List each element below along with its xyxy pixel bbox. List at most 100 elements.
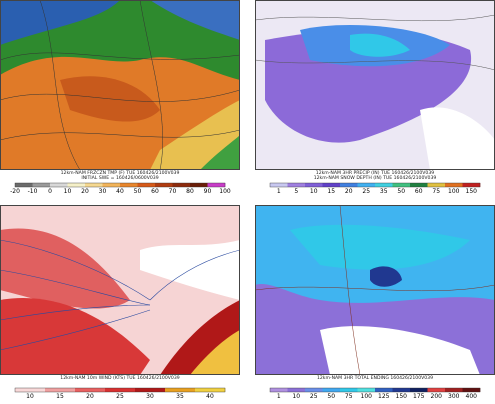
colorbar-label: 20 — [345, 188, 353, 195]
colorbar-label: 70 — [169, 188, 177, 195]
colorbar-label: 30 — [146, 393, 154, 400]
colorbar-swatch — [135, 388, 166, 392]
colorbar-swatch — [207, 183, 226, 187]
colorbar-label: 100 — [361, 393, 373, 400]
colorbar-label: 25 — [310, 393, 318, 400]
colorbar-swatch — [305, 183, 323, 187]
colorbar-label: 100 — [219, 188, 231, 195]
colorbar-swatch — [75, 388, 106, 392]
colorbar-swatch — [270, 388, 288, 392]
colorbar-label: 125 — [378, 393, 390, 400]
colorbar-swatch — [427, 183, 446, 187]
colorbar-label: 40 — [206, 393, 214, 400]
caption: 12km-NAM FRZCZN TMP (F) TUE 160426/2100V… — [61, 170, 180, 176]
colorbar-swatch — [45, 388, 76, 392]
colorbar-swatch — [105, 388, 136, 392]
colorbar-swatch — [445, 388, 463, 392]
colorbar-swatch — [67, 183, 86, 187]
colorbar-label: 1 — [277, 188, 281, 195]
colorbar-label: 60 — [151, 188, 159, 195]
colorbar-swatch — [165, 388, 196, 392]
colorbar-frame — [269, 182, 481, 188]
colorbar-swatch — [427, 388, 446, 392]
colorbar-label: 75 — [432, 188, 440, 195]
colorbar-label: 25 — [116, 393, 124, 400]
caption: INITIAL SWE = 160426/0600V039 — [81, 175, 158, 181]
map-temperature — [0, 0, 240, 170]
colorbar-label: 150 — [466, 188, 478, 195]
colorbar-label: 90 — [204, 188, 212, 195]
colorbar-label: 300 — [448, 393, 460, 400]
colorbar-label: 50 — [134, 188, 142, 195]
colorbar-swatch — [375, 388, 393, 392]
colorbar-label: 5 — [294, 188, 298, 195]
colorbar-swatch — [15, 388, 46, 392]
colorbar-swatch — [392, 388, 411, 392]
colorbar-label: -10 — [28, 188, 38, 195]
colorbar-swatch — [357, 388, 376, 392]
colorbar-frame — [14, 387, 226, 393]
colorbar-swatch — [392, 183, 411, 187]
colorbar-label: 150 — [396, 393, 408, 400]
colorbar-label: 20 — [81, 188, 89, 195]
colorbar-swatch — [15, 183, 33, 187]
colorbar-label: 50 — [397, 188, 405, 195]
colorbar-swatch — [340, 183, 358, 187]
map-snowfall — [255, 205, 495, 375]
colorbar-label: 1 — [277, 393, 281, 400]
colorbar-swatch — [137, 183, 156, 187]
colorbar-swatch — [410, 388, 428, 392]
colorbar-label: 80 — [186, 188, 194, 195]
caption: 12km-NAM SNOW DEPTH (IN) TUE 160426/2100… — [314, 175, 437, 181]
colorbar-label: 10 — [310, 188, 318, 195]
colorbar-label: 20 — [86, 393, 94, 400]
caption: 12km-NAM 3HR TOTAL ENDING 160426/2100V03… — [317, 375, 433, 381]
colorbar-swatch — [322, 183, 341, 187]
colorbar-label: 175 — [413, 393, 425, 400]
colorbar-frame — [269, 387, 481, 393]
colorbar-swatch — [155, 183, 173, 187]
panel-frame — [0, 0, 240, 170]
colorbar-label: 25 — [362, 188, 370, 195]
colorbar-swatch — [375, 183, 393, 187]
colorbar-label: 100 — [448, 188, 460, 195]
colorbar-swatch — [195, 388, 226, 392]
map-wind — [0, 205, 240, 375]
colorbar-label: 60 — [415, 188, 423, 195]
colorbar-label: 75 — [345, 393, 353, 400]
colorbar-label: 40 — [116, 188, 124, 195]
colorbar-swatch — [85, 183, 103, 187]
colorbar-swatch — [120, 183, 138, 187]
colorbar-label: 10 — [26, 393, 34, 400]
colorbar-swatch — [287, 183, 306, 187]
colorbar-swatch — [340, 388, 358, 392]
colorbar-swatch — [172, 183, 191, 187]
colorbar-label: 200 — [431, 393, 443, 400]
colorbar-swatch — [445, 183, 463, 187]
colorbar-label: 35 — [380, 188, 388, 195]
colorbar-swatch — [462, 388, 481, 392]
panel-frame — [0, 205, 240, 375]
colorbar-swatch — [305, 388, 323, 392]
caption: 12km-NAM 3HR PRECIP (IN) TUE 160426/2100… — [316, 170, 434, 176]
map-precip — [255, 0, 495, 170]
colorbar-swatch — [357, 183, 376, 187]
colorbar-swatch — [190, 183, 208, 187]
colorbar-label: 15 — [56, 393, 64, 400]
colorbar-label: 50 — [327, 393, 335, 400]
colorbar-label: 35 — [176, 393, 184, 400]
colorbar-label: 10 — [64, 188, 72, 195]
colorbar-swatch — [102, 183, 121, 187]
colorbar-label: 15 — [327, 188, 335, 195]
colorbar-label: 0 — [48, 188, 52, 195]
caption: 12km-NAM 10m WIND (KTS) TUE 160426/2100V… — [60, 375, 179, 381]
colorbar-swatch — [462, 183, 481, 187]
colorbar-label: 30 — [99, 188, 107, 195]
colorbar-swatch — [322, 388, 341, 392]
colorbar-swatch — [270, 183, 288, 187]
colorbar-label: -20 — [10, 188, 20, 195]
colorbar-frame — [14, 182, 226, 188]
colorbar-swatch — [410, 183, 428, 187]
colorbar-swatch — [32, 183, 51, 187]
